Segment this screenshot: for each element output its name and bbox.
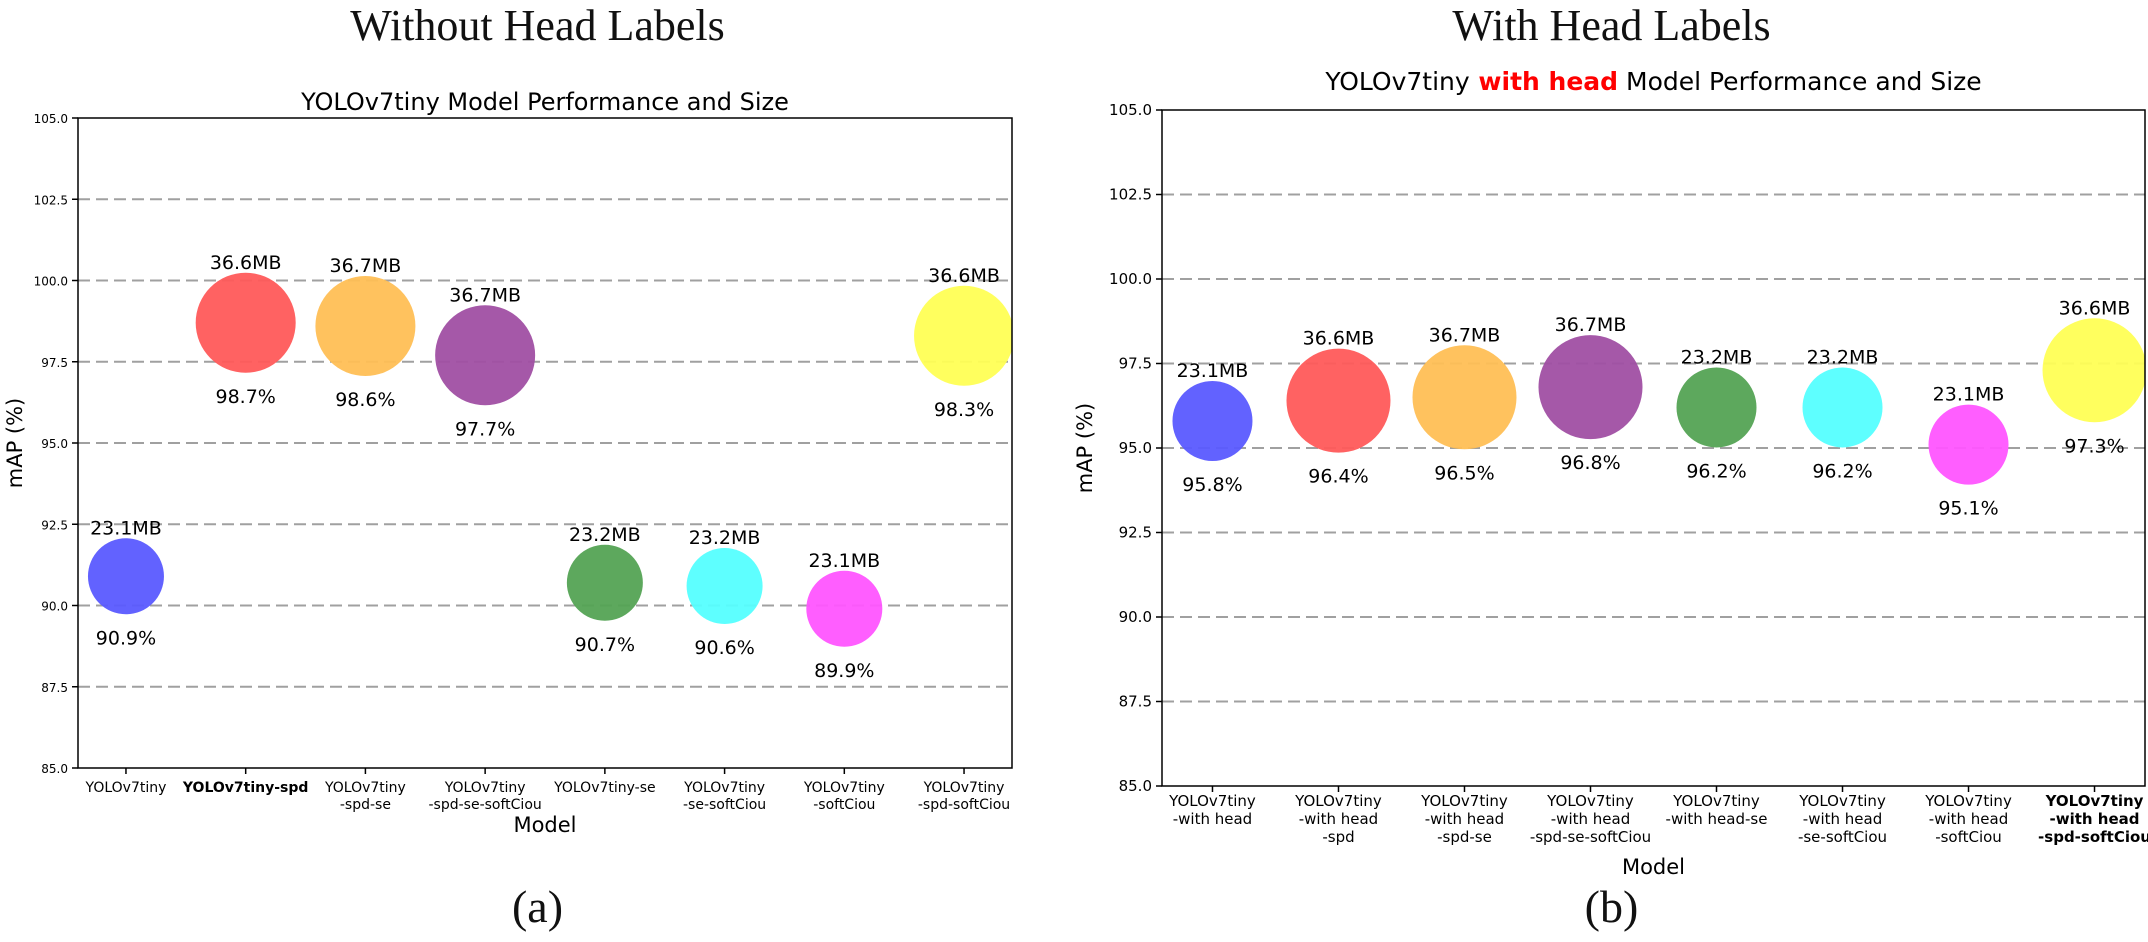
y-axis-label: mAP (%) [3,398,27,489]
x-tick-label: YOLOv7tiny -with head-se [1666,792,1768,828]
bubble [914,285,1012,386]
panel-a-caption: (a) [511,881,564,932]
y-tick-label: 90.0 [41,600,68,614]
bubble [1538,335,1643,440]
bubble-map-label: 96.2% [1686,460,1746,482]
x-tick-label: YOLOv7tiny-spd [182,780,309,796]
panel-a-heading: Without Head Labels [350,1,725,50]
bubble [2042,318,2145,423]
bubble [686,548,763,624]
bubble [806,570,883,647]
bubble-size-label: 36.7MB [330,255,402,277]
bubble [566,544,643,621]
chart-b: 85.0 87.5 90.0 92.5 95.0 97.5 100.0 102.5 105.0 Y… [1073,67,2148,879]
bubble [435,305,536,406]
x-tick-label: YOLOv7tiny -with head -spd-softCiou [2038,792,2148,846]
plot-frame [77,117,1013,769]
x-axis-label: Model [513,813,576,837]
bubble-map-label: 90.7% [575,634,635,656]
bubble-map-label: 98.3% [934,399,994,421]
y-tick-label: 92.5 [41,518,68,532]
bubble-size-label: 36.6MB [210,252,282,274]
bubble-map-label: 95.1% [1938,498,1998,520]
x-tick-label: YOLOv7tiny -softCiou [803,780,885,813]
y-tick-label: 100.0 [1109,270,1152,288]
x-tick-label: YOLOv7tiny-se [553,780,656,796]
x-tick-label: YOLOv7tiny -with head -spd-se [1420,792,1508,846]
bubble-map-label: 89.9% [814,660,874,682]
y-tick-label: 105.0 [1109,101,1152,119]
x-tick-label: YOLOv7tiny -with head -spd [1294,792,1382,846]
y-tick-label: 100.0 [34,275,68,289]
bubble [1172,380,1253,461]
x-tick-label: YOLOv7tiny -with head -spd-se-softCiou [1530,792,1651,846]
panel-b-heading: With Head Labels [1452,1,1771,50]
bubble [1802,367,1883,448]
y-tick-label: 90.0 [1119,608,1152,626]
bubble [315,276,416,376]
y-tick-label: 87.5 [41,681,68,695]
bubble-map-label: 90.6% [694,637,754,659]
y-tick-label: 97.5 [41,356,68,370]
y-tick-label: 97.5 [1119,355,1152,373]
y-tick-label: 85.0 [41,762,68,776]
bubble [1286,348,1391,453]
bubble-size-label: 36.6MB [1303,328,1375,350]
x-axis-label: Model [1622,855,1685,879]
y-tick-label: 87.5 [1119,693,1152,711]
bubble [195,272,296,373]
bubble-size-label: 36.6MB [928,265,1000,287]
bubble [87,538,164,615]
bubble-size-label: 36.7MB [1555,314,1627,336]
bubble-size-label: 23.1MB [1933,384,2005,406]
y-tick-label: 105.0 [34,112,68,126]
bubble [1928,404,2009,485]
bubble-size-label: 36.6MB [2059,297,2131,319]
y-tick-label: 102.5 [34,193,68,207]
bubble-map-label: 95.8% [1182,474,1242,496]
x-tick-label: YOLOv7tiny -se-softCiou [683,780,766,813]
bubble-size-label: 23.2MB [569,524,641,546]
bubble-map-label: 96.5% [1434,462,1494,484]
bubble-size-label: 23.1MB [1177,360,1249,382]
bubble-size-label: 36.7MB [1429,324,1501,346]
x-tick-label: YOLOv7tiny -with head -se-softCiou [1798,792,1887,846]
x-tick-label: YOLOv7tiny -with head -softCiou [1924,792,2012,846]
bubble-map-label: 97.3% [2064,435,2124,457]
panel-b-caption: (b) [1584,881,1639,932]
chart-title: YOLOv7tiny with head Model Performance a… [1324,67,1981,96]
bubble-map-label: 96.8% [1560,452,1620,474]
bubble-map-label: 98.7% [216,386,276,408]
bubbles [87,272,1012,647]
bubble [1676,367,1757,448]
y-tick-label: 102.5 [1109,186,1152,204]
bubble-map-label: 96.4% [1308,466,1368,488]
bubble-size-label: 23.1MB [90,517,162,539]
plot-frame [1161,109,2146,787]
bubble-size-label: 23.2MB [1807,346,1879,368]
bubble-size-label: 36.7MB [449,284,521,306]
chart-a: 85.0 87.5 90.0 92.5 95.0 97.5 100.0 102.5 105.0 Y… [3,88,1013,837]
y-axis-label: mAP (%) [1073,403,1097,494]
bubble-size-label: 23.2MB [689,527,761,549]
x-tick-label: YOLOv7tiny [85,780,167,796]
y-tick-label: 95.0 [41,437,68,451]
y-tick-label: 95.0 [1119,439,1152,457]
x-tick-label: YOLOv7tiny -spd-se-softCiou [429,780,542,813]
bubble [1412,345,1517,450]
y-tick-label: 85.0 [1119,777,1152,795]
bubble-map-label: 98.6% [335,389,395,411]
x-tick-label: YOLOv7tiny -with head [1168,792,1256,828]
chart-title: YOLOv7tiny Model Performance and Size [300,88,789,116]
bubble-map-label: 90.9% [96,627,156,649]
bubbles [1172,318,2145,485]
bubble-map-label: 96.2% [1812,460,1872,482]
bubble-size-label: 23.1MB [808,550,880,572]
y-tick-label: 92.5 [1119,524,1152,542]
x-tick-label: YOLOv7tiny -spd-softCiou [918,780,1010,813]
bubble-map-label: 97.7% [455,418,515,440]
x-tick-label: YOLOv7tiny -spd-se [324,780,406,813]
bubble-size-label: 23.2MB [1681,346,1753,368]
